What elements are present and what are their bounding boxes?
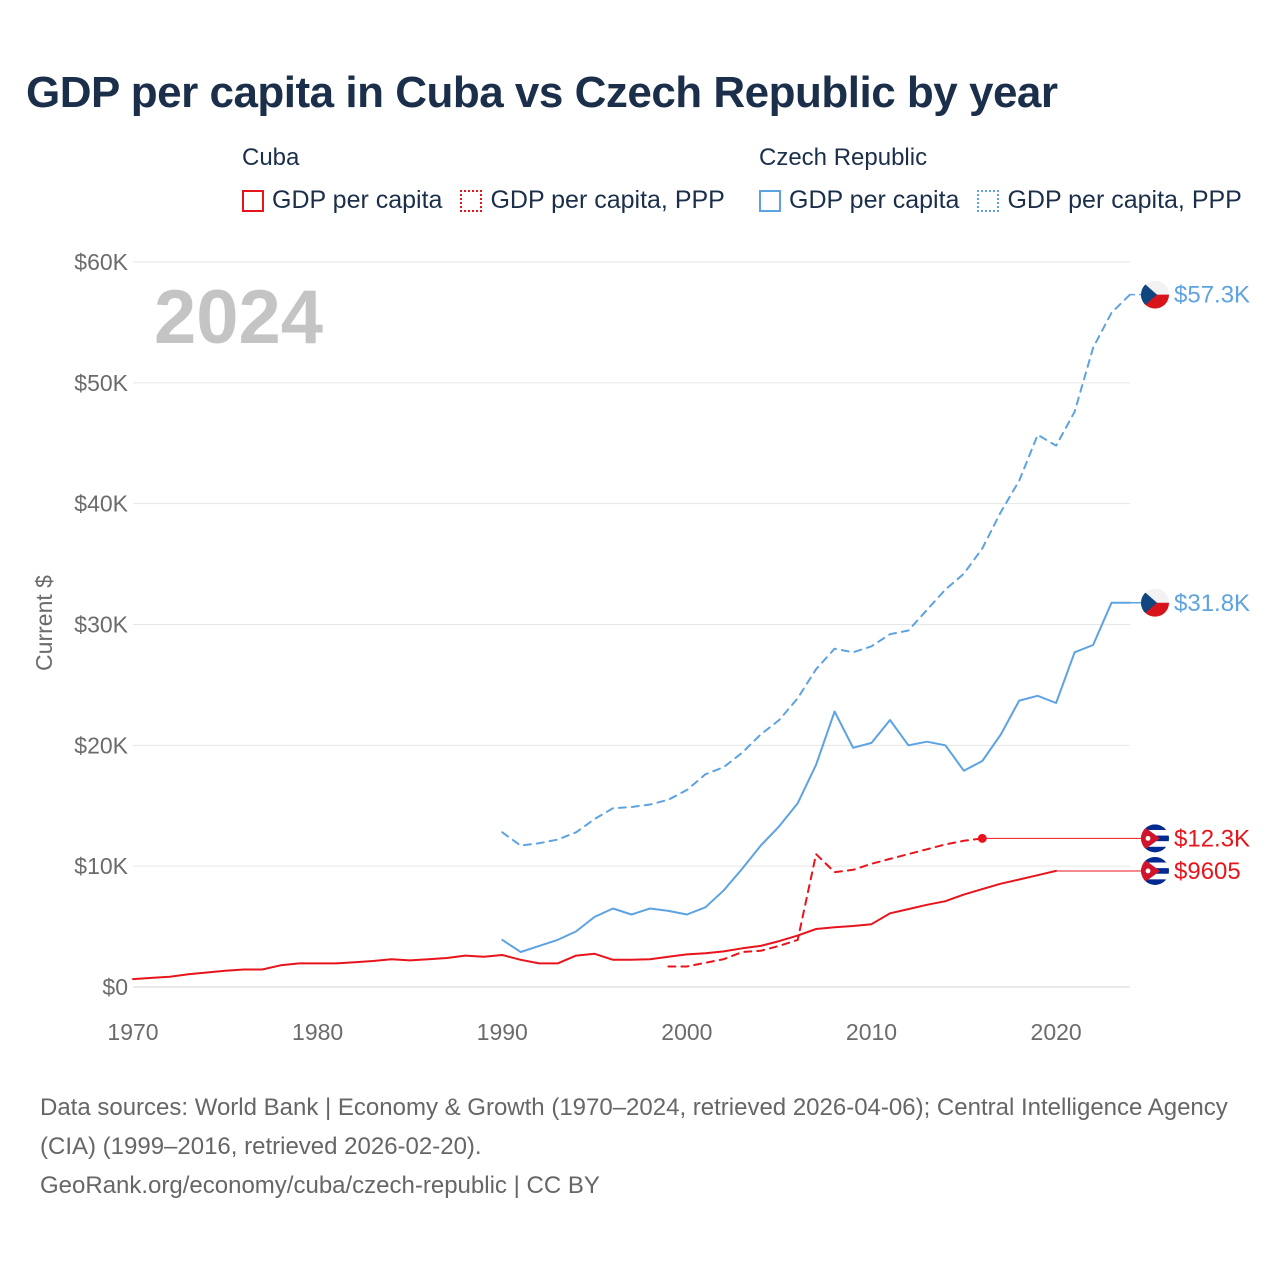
grid: $0 $10K $20K $30K $40K $50K $60K 1970 1980 1990 20… bbox=[74, 249, 1130, 1045]
y-tick-label: $30K bbox=[74, 612, 128, 638]
flag-triangle-red bbox=[1141, 824, 1160, 853]
legend-swatch-solid bbox=[759, 189, 781, 212]
x-tick-label: 2010 bbox=[846, 1019, 897, 1045]
legend-group-name: Cuba bbox=[242, 144, 300, 171]
y-tick-label: $20K bbox=[74, 732, 128, 758]
legend-group-cuba: Cuba GDP per capita GDP per capita, PPP bbox=[242, 144, 743, 215]
flag-stripe bbox=[1141, 824, 1169, 831]
flag-stripe bbox=[1141, 829, 1169, 836]
flag-body bbox=[1141, 824, 1169, 853]
series-end-label: $9605 bbox=[1174, 858, 1241, 885]
sources: Data sources: World Bank | Economy & Gro… bbox=[40, 1088, 1250, 1205]
y-axis-label: Current $ bbox=[31, 575, 57, 671]
sources-link[interactable]: GeoRank.org/economy/cuba/czech-republic … bbox=[40, 1172, 600, 1199]
legend-label: GDP per capita, PPP bbox=[1007, 186, 1242, 214]
legend-swatch-dotted bbox=[460, 189, 483, 212]
legend-swatch-solid bbox=[242, 189, 264, 212]
cuba-flag-icon bbox=[1141, 824, 1169, 853]
flag-stripe bbox=[1141, 873, 1169, 880]
flag-triangle-blue bbox=[1141, 588, 1157, 617]
legend-item-cuba-gdp[interactable]: GDP per capita bbox=[242, 186, 442, 215]
y-tick-label: $40K bbox=[74, 491, 128, 517]
legend-item-cuba-gdp-ppp[interactable]: GDP per capita, PPP bbox=[460, 186, 725, 215]
flag-body bbox=[1141, 280, 1169, 309]
legend-item-czech-gdp-ppp[interactable]: GDP per capita, PPP bbox=[977, 186, 1242, 215]
cuba-flag-icon bbox=[1141, 856, 1169, 885]
flag-body bbox=[1141, 856, 1169, 885]
flag-star bbox=[1145, 868, 1151, 874]
year-label: 2024 bbox=[154, 275, 323, 360]
y-tick-label: $50K bbox=[74, 370, 128, 396]
czech-flag-icon bbox=[1141, 588, 1169, 617]
series-line bbox=[501, 601, 1131, 953]
y-tick-label: $10K bbox=[74, 853, 128, 879]
flag-stripe bbox=[1141, 862, 1169, 869]
flag-triangle-red bbox=[1141, 856, 1160, 885]
flag-triangle-blue bbox=[1141, 280, 1157, 309]
flag-star bbox=[1145, 835, 1151, 841]
chart-title: GDP per capita in Cuba vs Czech Republic… bbox=[26, 68, 1058, 117]
end-labels: $57.3K $31.8K $12.3K $9605 bbox=[977, 280, 1250, 885]
legend-swatch-dotted bbox=[977, 189, 1000, 212]
x-tick-label: 2020 bbox=[1031, 1019, 1082, 1045]
x-tick-label: 1990 bbox=[477, 1019, 528, 1045]
legend-item-czech-gdp[interactable]: GDP per capita bbox=[759, 186, 959, 215]
flag-stripe bbox=[1141, 879, 1169, 885]
czech-flag-icon bbox=[1141, 280, 1169, 309]
series-end-marker bbox=[977, 833, 987, 843]
x-tick-label: 1970 bbox=[107, 1019, 158, 1045]
legend-label: GDP per capita bbox=[789, 186, 960, 214]
series-line bbox=[667, 837, 984, 968]
flag-stripe bbox=[1141, 846, 1169, 853]
legend-group-name: Czech Republic bbox=[759, 144, 928, 171]
x-tick-label: 1980 bbox=[292, 1019, 343, 1045]
series-line bbox=[501, 293, 1131, 847]
flag-stripe bbox=[1141, 856, 1169, 863]
legend-label: GDP per capita bbox=[272, 186, 443, 214]
y-tick-label: $60K bbox=[74, 249, 128, 275]
series-end-label: $12.3K bbox=[1174, 825, 1250, 852]
flag-stripe bbox=[1141, 841, 1169, 848]
series bbox=[132, 293, 1131, 981]
legend-group-czech: Czech Republic GDP per capita GDP per ca… bbox=[759, 144, 1260, 215]
series-end-label: $31.8K bbox=[1174, 590, 1250, 617]
series-line bbox=[132, 869, 1058, 981]
sources-text: Data sources: World Bank | Economy & Gro… bbox=[40, 1094, 1228, 1160]
series-end-label: $57.3K bbox=[1174, 282, 1250, 309]
y-tick-label: $0 bbox=[102, 974, 128, 1000]
legend-label: GDP per capita, PPP bbox=[490, 186, 725, 214]
chart-plot: $0 $10K $20K $30K $40K $50K $60K 1970 1980 1990 20… bbox=[31, 249, 1250, 1045]
x-tick-label: 2000 bbox=[661, 1019, 712, 1045]
flag-body bbox=[1141, 588, 1169, 617]
